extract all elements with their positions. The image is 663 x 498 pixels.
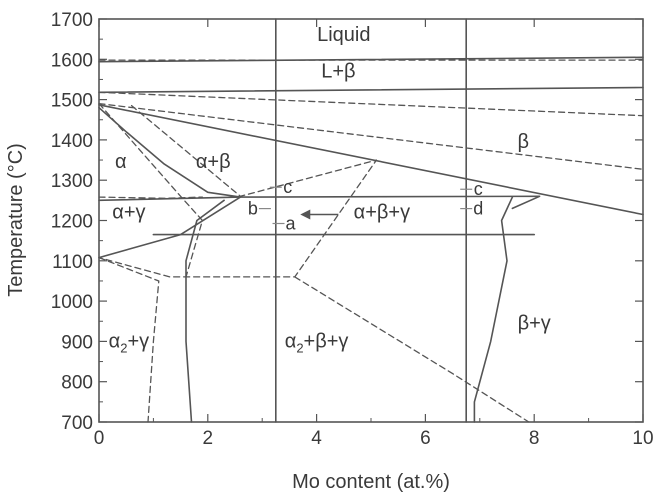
x-tick-label: 2 [203,428,214,449]
point-marker-label: d [473,199,483,219]
x-tick-label: 8 [529,428,540,449]
phase-boundary-8 [99,104,202,277]
arrow-head [300,209,310,219]
point-marker-label: b [248,199,258,219]
y-tick-label: 1300 [51,171,93,192]
phase-boundary-4 [99,92,643,115]
y-tick-label: 1200 [51,212,93,233]
region-label: α [115,151,127,173]
region-label: α+β+γ [354,201,410,223]
region-label: α+γ [112,201,145,223]
y-tick-label: 900 [61,332,93,353]
x-tick-label: 0 [94,428,105,449]
point-marker-label: c [474,179,483,199]
region-label: α2+β+γ [285,330,349,355]
region-label: Liquid [317,24,370,46]
y-tick-label: 700 [61,413,93,434]
y-tick-label: 1500 [51,91,93,112]
phase-boundary-9 [99,106,376,277]
phase-boundary-3 [99,88,643,93]
region-label: L+β [321,60,355,82]
phase-boundary-17 [474,197,512,422]
region-label: β+γ [518,312,551,334]
y-tick-label: 1100 [52,252,93,273]
point-marker-label: a [286,214,297,234]
y-axis-title: Temperature (°C) [5,143,27,297]
y-tick-label: 1600 [51,50,93,71]
y-tick-label: 1700 [51,10,93,31]
x-tick-label: 6 [420,428,431,449]
x-axis-title: Mo content (at.%) [292,471,450,493]
y-tick-label: 1000 [51,292,93,313]
phase-boundary-14 [186,200,224,422]
region-label: β [518,131,530,153]
y-tick-label: 1400 [51,131,93,152]
region-label: α2+γ [109,330,149,355]
y-tick-label: 800 [61,373,93,394]
x-tick-label: 10 [632,428,653,449]
region-label: α+β [196,151,231,173]
x-tick-label: 4 [311,428,322,449]
point-marker-label: c [283,177,292,197]
